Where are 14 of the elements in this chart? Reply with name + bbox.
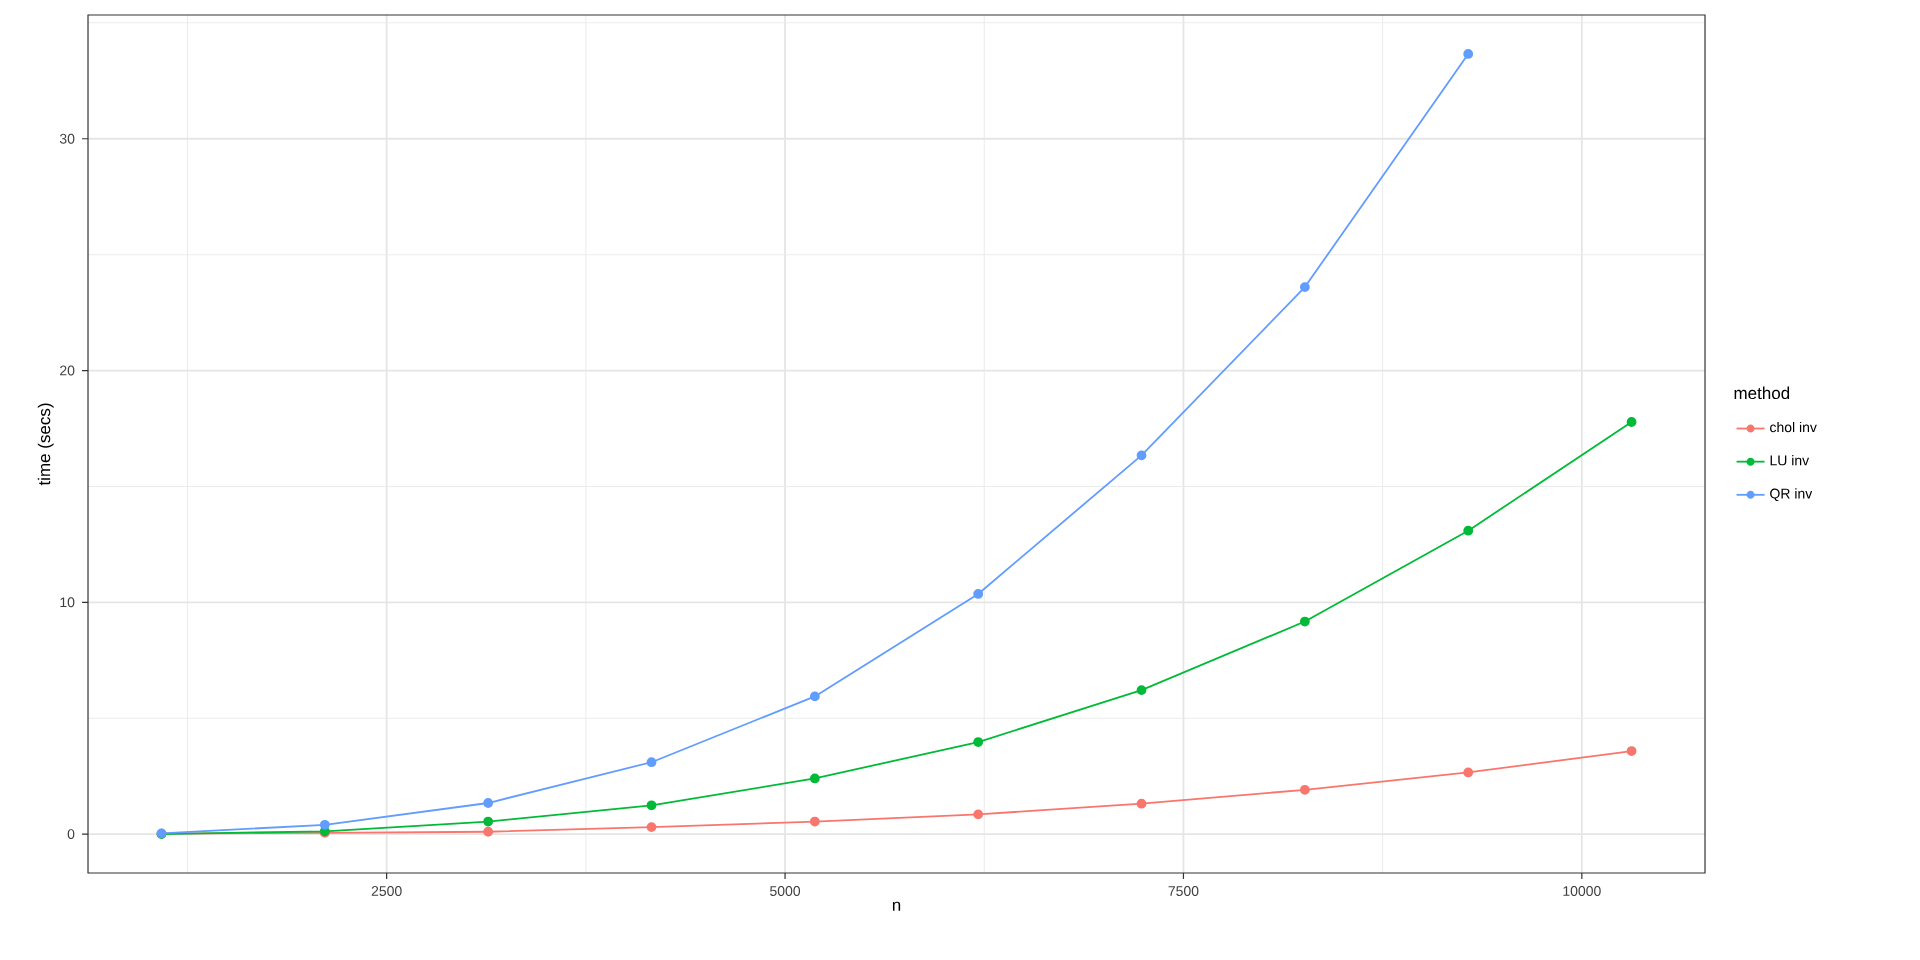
- legend-label: QR inv: [1770, 488, 1813, 502]
- x-tick-label: 5000: [770, 886, 801, 896]
- y-axis-title: time (secs): [37, 403, 54, 486]
- x-tick-label: 7500: [1168, 886, 1199, 896]
- legend-label: chol inv: [1770, 421, 1817, 433]
- legend-label: LU inv: [1770, 455, 1810, 466]
- x-tick-label: 2500: [371, 886, 402, 896]
- x-tick-label: 10000: [1563, 886, 1601, 896]
- legend-title: method: [1734, 386, 1790, 400]
- y-tick-label: 30: [59, 133, 75, 144]
- y-tick-label: 10: [60, 597, 75, 608]
- x-axis-title: n: [892, 901, 901, 911]
- y-tick-label: 0: [67, 829, 75, 840]
- y-tick-label: 20: [60, 365, 75, 376]
